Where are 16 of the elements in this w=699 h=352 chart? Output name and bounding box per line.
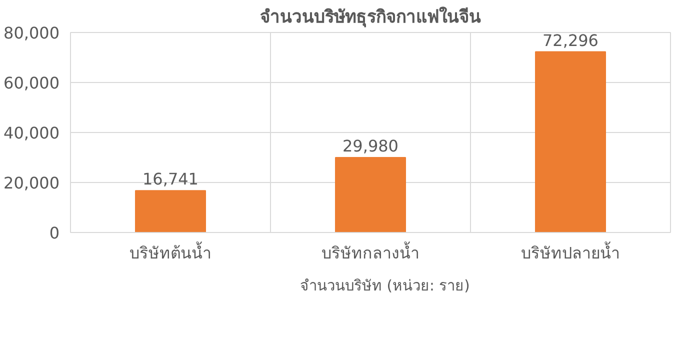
- y-tick-label: 0: [49, 224, 60, 242]
- x-tick-label: บริษัทกลางน้ำ: [322, 242, 420, 262]
- bar: [135, 190, 206, 232]
- chart-title: จำนวนบริษัทธุรกิจกาแฟในจีน: [260, 6, 481, 28]
- text: จำนวนบริษัท (หน่วย: ราย): [300, 276, 470, 296]
- x-tick-label: บริษัทปลายน้ำ: [521, 242, 620, 262]
- y-tick-label: 20,000: [4, 174, 60, 192]
- y-tick-label: 60,000: [4, 74, 60, 92]
- y-tick-label: 40,000: [4, 124, 60, 142]
- x-tick-label: บริษัทต้นน้ำ: [130, 242, 212, 262]
- bar: [535, 51, 606, 232]
- data-label: 72,296: [542, 30, 598, 50]
- data-label: 16,741: [142, 170, 198, 189]
- y-tick-label: 80,000: [4, 24, 60, 42]
- bar: [335, 157, 406, 232]
- data-label: 29,980: [342, 136, 398, 156]
